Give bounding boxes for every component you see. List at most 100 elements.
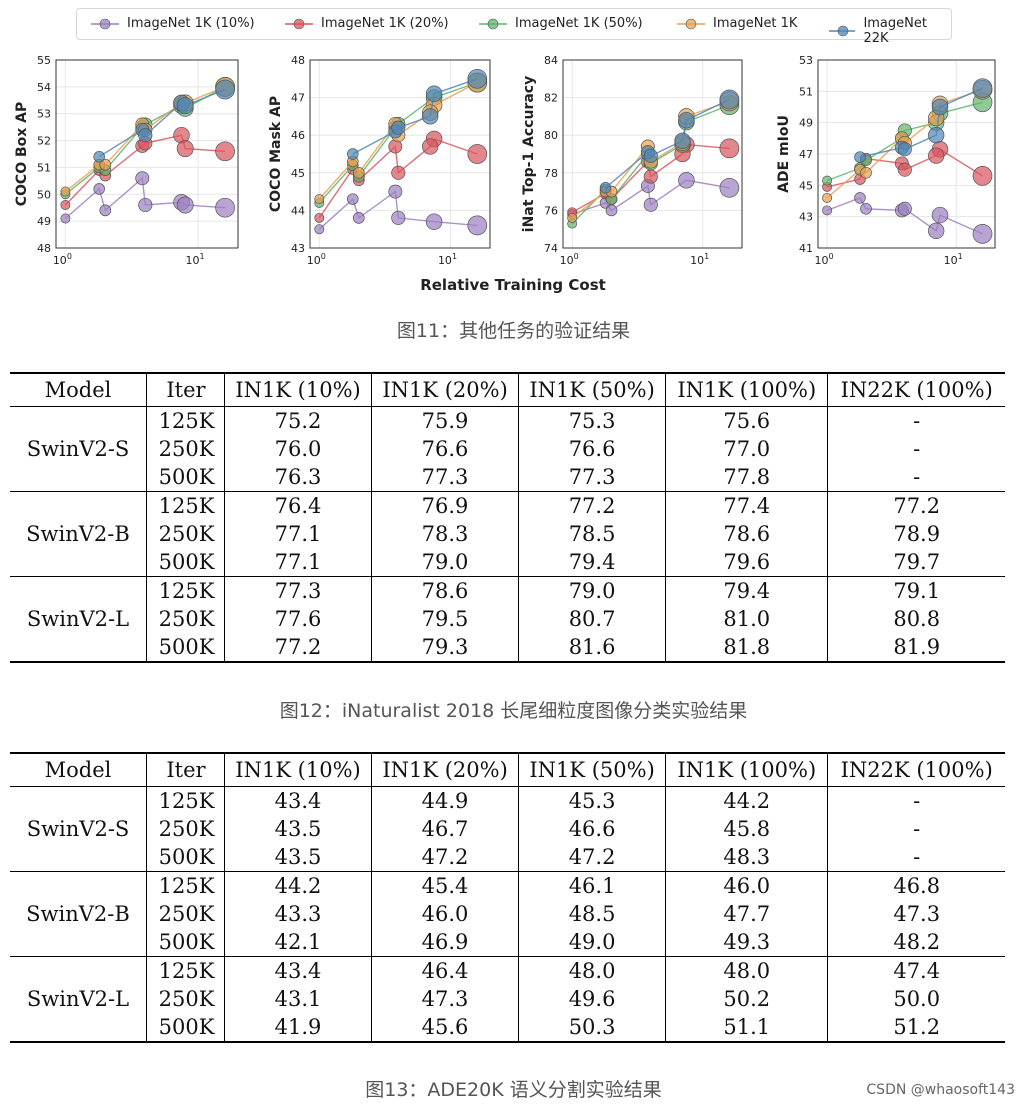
- table-row: 500K 76.3 77.3 77.3 77.8-: [10, 463, 1005, 492]
- data-point: [138, 197, 153, 213]
- chart-1: 48 49 50 51 52 53 54 55 100 101 COCO Box AP: [14, 54, 239, 267]
- iter-cell: 125K: [146, 491, 225, 520]
- x-tick-label: 100: [307, 252, 326, 267]
- column-header: IN1K (20%): [371, 752, 520, 787]
- value-cell: 77.8: [665, 463, 829, 492]
- value-cell: 44.2: [224, 871, 373, 900]
- value-cell: 41.9: [224, 1013, 373, 1043]
- table-row: 500K 43.5 47.2 47.2 48.3-: [10, 843, 1005, 872]
- value-cell: 80.8: [893, 607, 941, 631]
- column-header: Iter: [146, 752, 225, 787]
- data-point: [822, 205, 833, 216]
- table-row: 250K 43.5 46.7 46.6 45.8 -: [10, 815, 1005, 843]
- value-cell: 78.5: [518, 520, 667, 548]
- data-point: [897, 142, 912, 157]
- value-cell: 49.0: [518, 928, 667, 957]
- data-point: [467, 215, 488, 236]
- value-cell: 75.9: [371, 406, 520, 435]
- data-point: [467, 68, 488, 89]
- y-tick-label: 53: [799, 54, 813, 67]
- value-cell: 76.3: [224, 463, 373, 492]
- data-point: [897, 201, 912, 216]
- value-cell: 78.6: [371, 576, 520, 605]
- chart-3: 74 76 78 80 82 84 100 101 iNat Top-1 Accuracy: [521, 54, 743, 267]
- data-point: [599, 182, 612, 194]
- data-point: [854, 151, 866, 163]
- data-point: [822, 192, 833, 203]
- legend-marker-icon: [91, 18, 119, 29]
- table-row: SwinV2-L 125K 43.4 46.4 48.0 48.0 47.4: [10, 956, 1005, 1043]
- data-point: [135, 171, 150, 186]
- y-tick-label: 74: [544, 242, 558, 255]
- value-cell: 51.1: [665, 1013, 829, 1043]
- legend-item: ImageNet 1K (10%): [91, 16, 255, 31]
- legend-marker-icon: [479, 18, 507, 29]
- y-tick-label: 45: [799, 179, 813, 192]
- value-cell: 43.5: [224, 843, 373, 872]
- value-cell: 78.3: [371, 520, 520, 548]
- value-cell: 75.3: [518, 406, 667, 435]
- value-cell: 79.3: [371, 633, 520, 663]
- data-point: [467, 144, 488, 164]
- y-axis-label: COCO Box AP: [14, 102, 30, 207]
- model-cell: SwinV2-L: [10, 956, 147, 1043]
- value-cell: 49.6: [518, 985, 667, 1013]
- value-cell: 78.6: [665, 520, 829, 548]
- iter-cell: 500K: [146, 548, 225, 577]
- y-tick-label: 48: [291, 54, 305, 67]
- value-cell: 76.0: [224, 435, 373, 463]
- column-header: IN1K (100%): [665, 752, 829, 787]
- value-cell: 77.4: [665, 491, 829, 520]
- data-point: [719, 89, 740, 110]
- data-point: [719, 138, 740, 159]
- legend-marker-icon: [829, 25, 856, 37]
- y-tick-label: 43: [291, 242, 305, 255]
- plot-frame: [309, 59, 491, 249]
- value-cell: 43.1: [224, 985, 373, 1013]
- y-tick-label: 82: [544, 92, 558, 105]
- data-point: [931, 206, 949, 224]
- y-tick-label: 47: [291, 92, 305, 105]
- value-cell: 46.4: [371, 956, 520, 985]
- table-row: 250K 43.1 47.3 49.6 50.2 50.0: [10, 985, 1005, 1013]
- value-cell: 80.7: [518, 605, 667, 633]
- data-point: [93, 150, 105, 163]
- data-point: [422, 138, 439, 155]
- x-tick-label: 100: [815, 252, 834, 267]
- value-cell: 79.4: [518, 548, 667, 577]
- value-cell: 46.1: [518, 871, 667, 900]
- data-point: [860, 166, 872, 179]
- data-point: [352, 212, 365, 224]
- series-line: [352, 78, 478, 155]
- data-point: [314, 194, 325, 205]
- value-cell: 76.6: [371, 435, 520, 463]
- data-point: [972, 224, 993, 244]
- value-cell: 47.3: [893, 902, 941, 926]
- data-point: [60, 186, 71, 197]
- y-tick-label: 76: [544, 204, 558, 217]
- table-row: 500K 42.1 46.9 49.0 49.3 48.2: [10, 928, 1005, 957]
- data-point: [674, 132, 691, 149]
- y-tick-label: 46: [291, 129, 305, 142]
- legend-item: ImageNet 1K: [677, 16, 797, 31]
- x-tick-label: 101: [438, 252, 457, 267]
- iter-cell: 500K: [146, 843, 225, 872]
- y-axis-label: ADE mIoU: [776, 115, 792, 193]
- legend-item: ImageNet 1K (20%): [285, 16, 449, 31]
- value-cell: 76.6: [518, 435, 667, 463]
- value-cell: 75.6: [665, 406, 829, 435]
- value-cell: 48.3: [665, 843, 829, 872]
- column-header: IN22K (100%): [827, 752, 1005, 787]
- data-point: [176, 97, 194, 115]
- value-cell: 50.0: [893, 987, 941, 1011]
- data-point: [822, 175, 833, 186]
- model-cell: SwinV2-S: [10, 786, 147, 872]
- value-cell: 75.2: [224, 406, 373, 435]
- value-cell: 48.0: [665, 956, 829, 985]
- model-cell: SwinV2-S: [10, 406, 147, 492]
- y-tick-label: 51: [37, 161, 51, 174]
- y-tick-label: 45: [291, 167, 305, 180]
- data-point: [314, 224, 325, 235]
- table-row: SwinV2-S 125K 75.2 75.9 75.3 75.6 -: [10, 406, 1005, 492]
- plot-frame: [562, 59, 743, 249]
